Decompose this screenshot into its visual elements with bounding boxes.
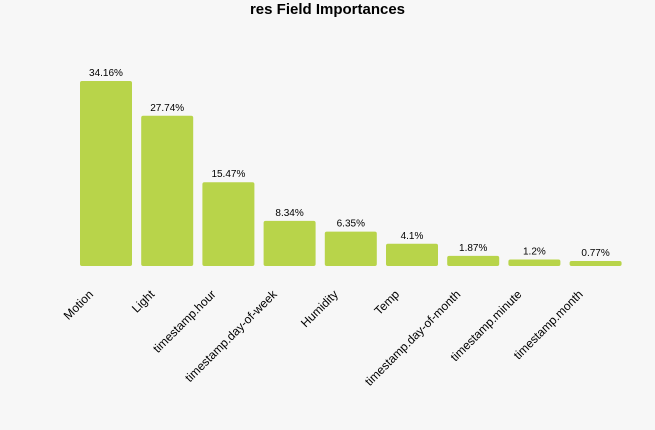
bar-0 (80, 81, 132, 266)
x-tick-label-1: Light (129, 287, 158, 316)
value-label-6: 1.87% (459, 243, 487, 254)
value-label-3: 8.34% (275, 208, 303, 219)
bar-3 (263, 220, 316, 266)
value-label-5: 4.1% (401, 231, 424, 242)
value-label-2: 15.47% (211, 169, 245, 180)
x-tick-label-0: Motion (61, 287, 96, 322)
bar-1 (141, 115, 194, 266)
value-label-8: 0.77% (581, 248, 609, 259)
bar-6 (447, 255, 500, 266)
value-label-0: 34.16% (89, 68, 123, 79)
bar-8 (569, 261, 622, 266)
chart-title: res Field Importances (249, 1, 406, 18)
value-label-4: 6.35% (337, 219, 365, 230)
bar-2 (202, 182, 255, 266)
x-tick-label-5: Temp (371, 287, 402, 318)
bar-4 (324, 231, 377, 266)
bar-5 (386, 243, 438, 266)
value-label-1: 27.74% (150, 103, 184, 114)
value-label-7: 1.2% (523, 247, 546, 258)
x-tick-label-2: timestamp.hour (150, 287, 218, 355)
x-tick-label-4: Humidity (298, 287, 341, 330)
bar-7 (508, 259, 561, 266)
